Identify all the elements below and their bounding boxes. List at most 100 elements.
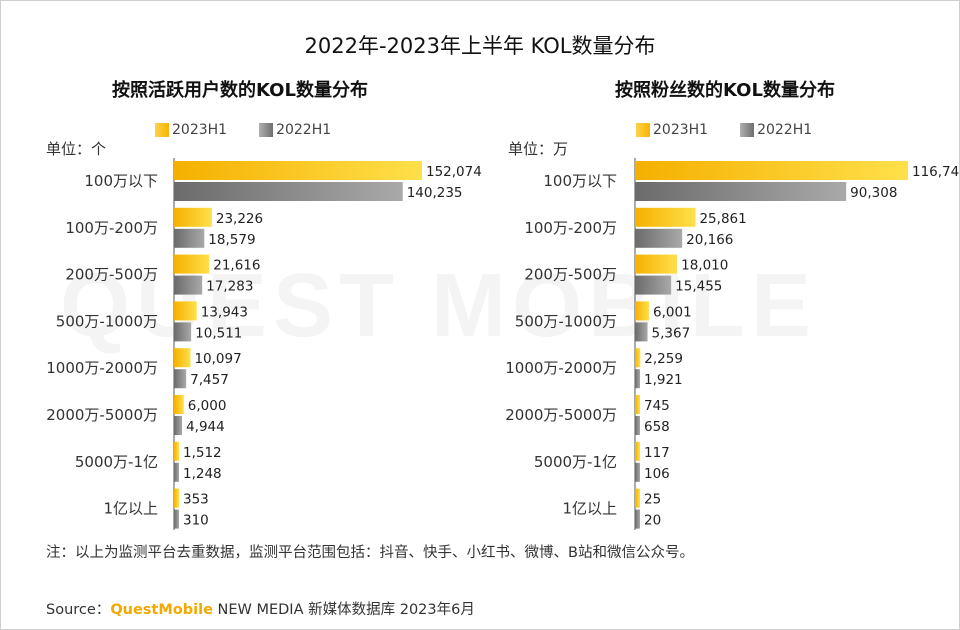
value-label-2022h1: 140,235 (407, 185, 463, 201)
value-label-2023h1: 6,000 (188, 398, 227, 414)
value-label-2023h1: 10,097 (194, 351, 241, 367)
right-legend: 2023H1 2022H1 (636, 122, 844, 138)
bar-2022h1 (174, 322, 192, 342)
category-label: 200万-500万 (524, 266, 617, 284)
bar-2023h1 (635, 301, 650, 321)
value-label-2022h1: 18,579 (208, 232, 255, 248)
source-prefix: Source： (46, 602, 111, 618)
value-label-2022h1: 1,921 (644, 372, 683, 388)
legend-swatch-2023h1 (636, 123, 650, 137)
value-label-2023h1: 25,861 (699, 211, 746, 227)
category-label: 2000万-5000万 (505, 406, 617, 424)
category-label: 5000万-1亿 (75, 453, 158, 471)
footnote: 注：以上为监测平台去重数据，监测平台范围包括：抖音、快手、小红书、微博、B站和微… (46, 545, 694, 561)
value-label-2023h1: 6,001 (653, 304, 692, 320)
bar-2022h1 (174, 462, 179, 482)
legend-item-2022h1: 2022H1 (740, 122, 812, 138)
legend-item-2022h1: 2022H1 (259, 122, 331, 138)
value-label-2022h1: 90,308 (850, 185, 897, 201)
bar-2023h1 (635, 488, 640, 508)
value-label-2022h1: 310 (183, 513, 209, 529)
value-label-2022h1: 1,248 (183, 466, 222, 482)
bar-2023h1 (174, 488, 179, 508)
legend-swatch-2023h1 (155, 123, 169, 137)
category-label: 1亿以上 (562, 500, 617, 518)
category-label: 1亿以上 (103, 500, 158, 518)
bar-2022h1 (635, 322, 648, 342)
value-label-2022h1: 17,283 (206, 279, 253, 295)
bar-2022h1 (174, 182, 403, 201)
bar-2023h1 (174, 207, 212, 227)
category-label: 100万-200万 (524, 219, 617, 237)
value-label-2023h1: 25 (644, 492, 661, 508)
legend-item-2023h1: 2023H1 (636, 122, 708, 138)
left-bar-chart: 100万以下 152,074 140,235 100万-200万 23,226 18,57… (46, 158, 482, 530)
bar-2022h1 (635, 182, 847, 201)
value-label-2023h1: 117 (644, 445, 670, 461)
source-suffix: NEW MEDIA 新媒体数据库 2023年6月 (212, 602, 475, 618)
bar-2022h1 (174, 369, 187, 389)
bar-2023h1 (635, 161, 908, 180)
value-label-2023h1: 745 (644, 398, 670, 414)
value-label-2023h1: 21,616 (213, 258, 260, 274)
value-label-2023h1: 18,010 (681, 258, 728, 274)
bar-2022h1 (174, 416, 183, 435)
bar-2023h1 (174, 441, 179, 461)
category-label: 2000万-5000万 (46, 406, 158, 424)
value-label-2023h1: 152,074 (426, 164, 482, 180)
legend-item-2023h1: 2023H1 (155, 122, 227, 138)
bar-2023h1 (635, 207, 696, 227)
bar-2022h1 (174, 275, 203, 295)
value-label-2023h1: 1,512 (183, 445, 222, 461)
value-label-2022h1: 106 (644, 466, 670, 482)
bar-2022h1 (635, 275, 672, 295)
right-chart-title: 按照粉丝数的KOL数量分布 (615, 80, 835, 101)
category-label: 5000万-1亿 (534, 453, 617, 471)
bar-2023h1 (174, 395, 184, 414)
bar-2022h1 (635, 228, 683, 248)
bar-2023h1 (174, 301, 197, 321)
value-label-2023h1: 2,259 (644, 351, 683, 367)
bar-2023h1 (635, 348, 641, 368)
legend-swatch-2022h1 (740, 123, 755, 137)
bar-2023h1 (174, 161, 422, 180)
category-label: 500万-1000万 (56, 312, 158, 330)
category-label: 1000万-2000万 (505, 359, 617, 377)
main-title: 2022年-2023年上半年 KOL数量分布 (304, 34, 656, 58)
left-legend: 2023H1 2022H1 (155, 122, 363, 138)
right-bar-chart: 100万以下 116,741 90,308 100万-200万 25,861 20,166… (505, 158, 960, 530)
source-line: Source：QuestMobile NEW MEDIA 新媒体数据库 2023… (46, 598, 475, 619)
category-label: 500万-1000万 (515, 312, 617, 330)
value-label-2022h1: 15,455 (675, 279, 722, 295)
value-label-2022h1: 658 (644, 419, 670, 435)
bar-2022h1 (174, 228, 205, 248)
legend-swatch-2022h1 (259, 123, 274, 137)
value-label-2023h1: 13,943 (201, 304, 248, 320)
bar-2022h1 (635, 509, 640, 529)
value-label-2022h1: 10,511 (195, 325, 242, 341)
bar-2023h1 (174, 254, 210, 274)
value-label-2022h1: 7,457 (190, 372, 229, 388)
value-label-2022h1: 4,944 (186, 419, 225, 435)
bar-2023h1 (174, 348, 191, 368)
value-label-2023h1: 23,226 (216, 211, 263, 227)
category-label: 100万以下 (543, 172, 617, 190)
value-label-2022h1: 20 (644, 513, 661, 529)
value-label-2022h1: 20,166 (686, 232, 733, 248)
category-label: 100万以下 (84, 172, 158, 190)
left-chart-title: 按照活跃用户数的KOL数量分布 (112, 80, 368, 101)
right-unit-label: 单位：万 (508, 140, 569, 158)
left-unit-label: 单位：个 (46, 140, 107, 158)
bar-2022h1 (635, 416, 640, 435)
bar-2022h1 (174, 509, 179, 529)
value-label-2023h1: 116,741 (912, 164, 960, 180)
category-label: 200万-500万 (65, 266, 158, 284)
value-label-2022h1: 5,367 (652, 325, 691, 341)
bar-2023h1 (635, 254, 678, 274)
bar-2022h1 (635, 369, 640, 389)
category-label: 1000万-2000万 (46, 359, 158, 377)
source-brand: QuestMobile (110, 602, 213, 618)
bar-2023h1 (635, 395, 640, 414)
bar-2022h1 (635, 462, 640, 482)
value-label-2023h1: 353 (183, 492, 209, 508)
